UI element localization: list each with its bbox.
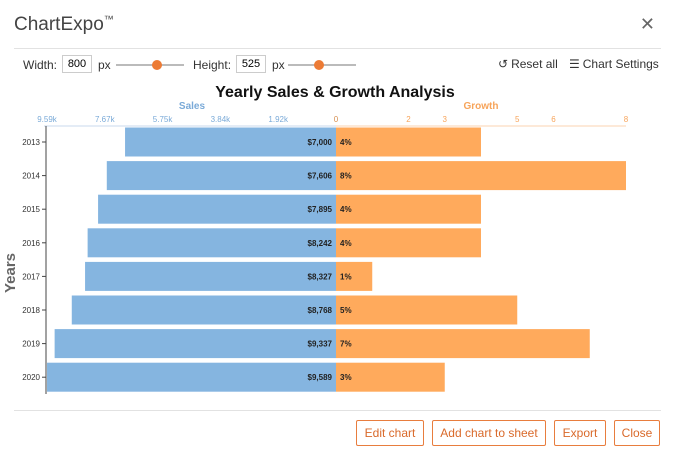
growth-tick-label: 5: [515, 115, 520, 124]
growth-data-label: 4%: [340, 239, 352, 248]
growth-axis-title: Growth: [464, 101, 499, 112]
sales-bar: [87, 228, 336, 258]
sales-tick-label: 9.59k: [37, 115, 58, 124]
y-axis-title: Years: [2, 253, 19, 293]
growth-tick-label: 6: [551, 115, 556, 124]
category-label: 2019: [22, 340, 40, 349]
sales-data-label: $7,606: [308, 172, 333, 181]
sales-bar: [47, 362, 336, 392]
size-toolbar: Width: px Height: px ↺Reset all ☰Chart S…: [0, 52, 675, 78]
growth-tick-label: 3: [443, 115, 448, 124]
category-label: 2015: [22, 205, 40, 214]
dialog-header: ChartExpo™ ✕: [0, 0, 675, 48]
chartexpo-logo: ChartExpo™: [14, 14, 114, 36]
sales-bar: [106, 161, 337, 191]
width-slider[interactable]: [116, 60, 184, 70]
growth-bar: [336, 261, 373, 291]
height-label: Height:: [193, 58, 232, 72]
sales-data-label: $8,327: [308, 272, 333, 281]
growth-bar: [336, 295, 518, 325]
header-divider: [14, 48, 661, 49]
category-label: 2013: [22, 138, 40, 147]
settings-sliders-icon: ☰: [569, 57, 580, 71]
growth-tick-label: 0: [334, 115, 339, 124]
growth-data-label: 4%: [340, 205, 352, 214]
sales-bar: [85, 261, 336, 291]
growth-data-label: 7%: [340, 340, 352, 349]
chart-title: Yearly Sales & Growth Analysis: [215, 84, 455, 101]
sales-bar: [125, 127, 337, 157]
sales-bar: [71, 295, 337, 325]
growth-data-label: 1%: [340, 272, 352, 281]
height-slider-knob[interactable]: [314, 60, 324, 70]
reset-all-label: Reset all: [511, 57, 558, 71]
add-chart-to-sheet-button[interactable]: Add chart to sheet: [432, 420, 546, 446]
logo-text: ChartExpo: [14, 14, 104, 35]
sales-data-label: $9,337: [308, 340, 333, 349]
width-input[interactable]: [62, 55, 92, 73]
sales-axis-title: Sales: [179, 101, 206, 112]
category-label: 2016: [22, 239, 40, 248]
sales-data-label: $8,242: [308, 239, 333, 248]
sales-data-label: $7,895: [308, 205, 333, 214]
category-label: 2014: [22, 172, 40, 181]
sales-data-label: $8,768: [308, 306, 333, 315]
sales-tick-label: 5.75k: [153, 115, 174, 124]
export-button[interactable]: Export: [554, 420, 606, 446]
growth-data-label: 4%: [340, 138, 352, 147]
reset-icon: ↺: [498, 57, 509, 71]
growth-data-label: 5%: [340, 306, 352, 315]
close-icon[interactable]: ✕: [639, 14, 655, 34]
reset-all-button[interactable]: ↺ Reset all: [498, 57, 558, 71]
height-unit: px: [272, 58, 285, 72]
close-button[interactable]: Close: [614, 420, 660, 446]
category-label: 2020: [22, 373, 40, 382]
sales-bar: [98, 194, 336, 224]
category-label: 2018: [22, 306, 40, 315]
growth-tick-label: 8: [624, 115, 629, 124]
growth-bar: [336, 329, 590, 359]
sales-tick-label: 1.92k: [268, 115, 289, 124]
width-unit: px: [98, 58, 111, 72]
chart-canvas: Yearly Sales & Growth Analysis Sales Gro…: [2, 84, 629, 394]
width-slider-knob[interactable]: [152, 60, 162, 70]
logo-tm: ™: [103, 14, 114, 26]
height-input[interactable]: [236, 55, 266, 73]
sales-bar: [54, 329, 336, 359]
sales-tick-label: 7.67k: [95, 115, 116, 124]
height-slider[interactable]: [288, 60, 356, 70]
growth-bar: [336, 362, 445, 392]
growth-data-label: 8%: [340, 172, 352, 181]
sales-tick-label: 3.84k: [211, 115, 232, 124]
width-label: Width:: [23, 58, 58, 72]
chart-settings-button[interactable]: ☰ Chart Settings: [569, 57, 659, 71]
growth-tick-label: 2: [406, 115, 411, 124]
growth-data-label: 3%: [340, 373, 352, 382]
category-label: 2017: [22, 272, 40, 281]
sales-tick-label: 0: [334, 115, 339, 124]
growth-bar: [336, 228, 481, 258]
sales-data-label: $9,589: [308, 373, 333, 382]
chart-settings-label: Chart Settings: [582, 57, 659, 71]
dialog-footer: Edit chart Add chart to sheet Export Clo…: [0, 412, 675, 463]
growth-bar: [336, 161, 626, 191]
sales-data-label: $7,000: [308, 138, 333, 147]
growth-bar: [336, 194, 481, 224]
growth-bar: [336, 127, 481, 157]
edit-chart-button[interactable]: Edit chart: [356, 420, 424, 446]
footer-divider: [14, 410, 661, 411]
